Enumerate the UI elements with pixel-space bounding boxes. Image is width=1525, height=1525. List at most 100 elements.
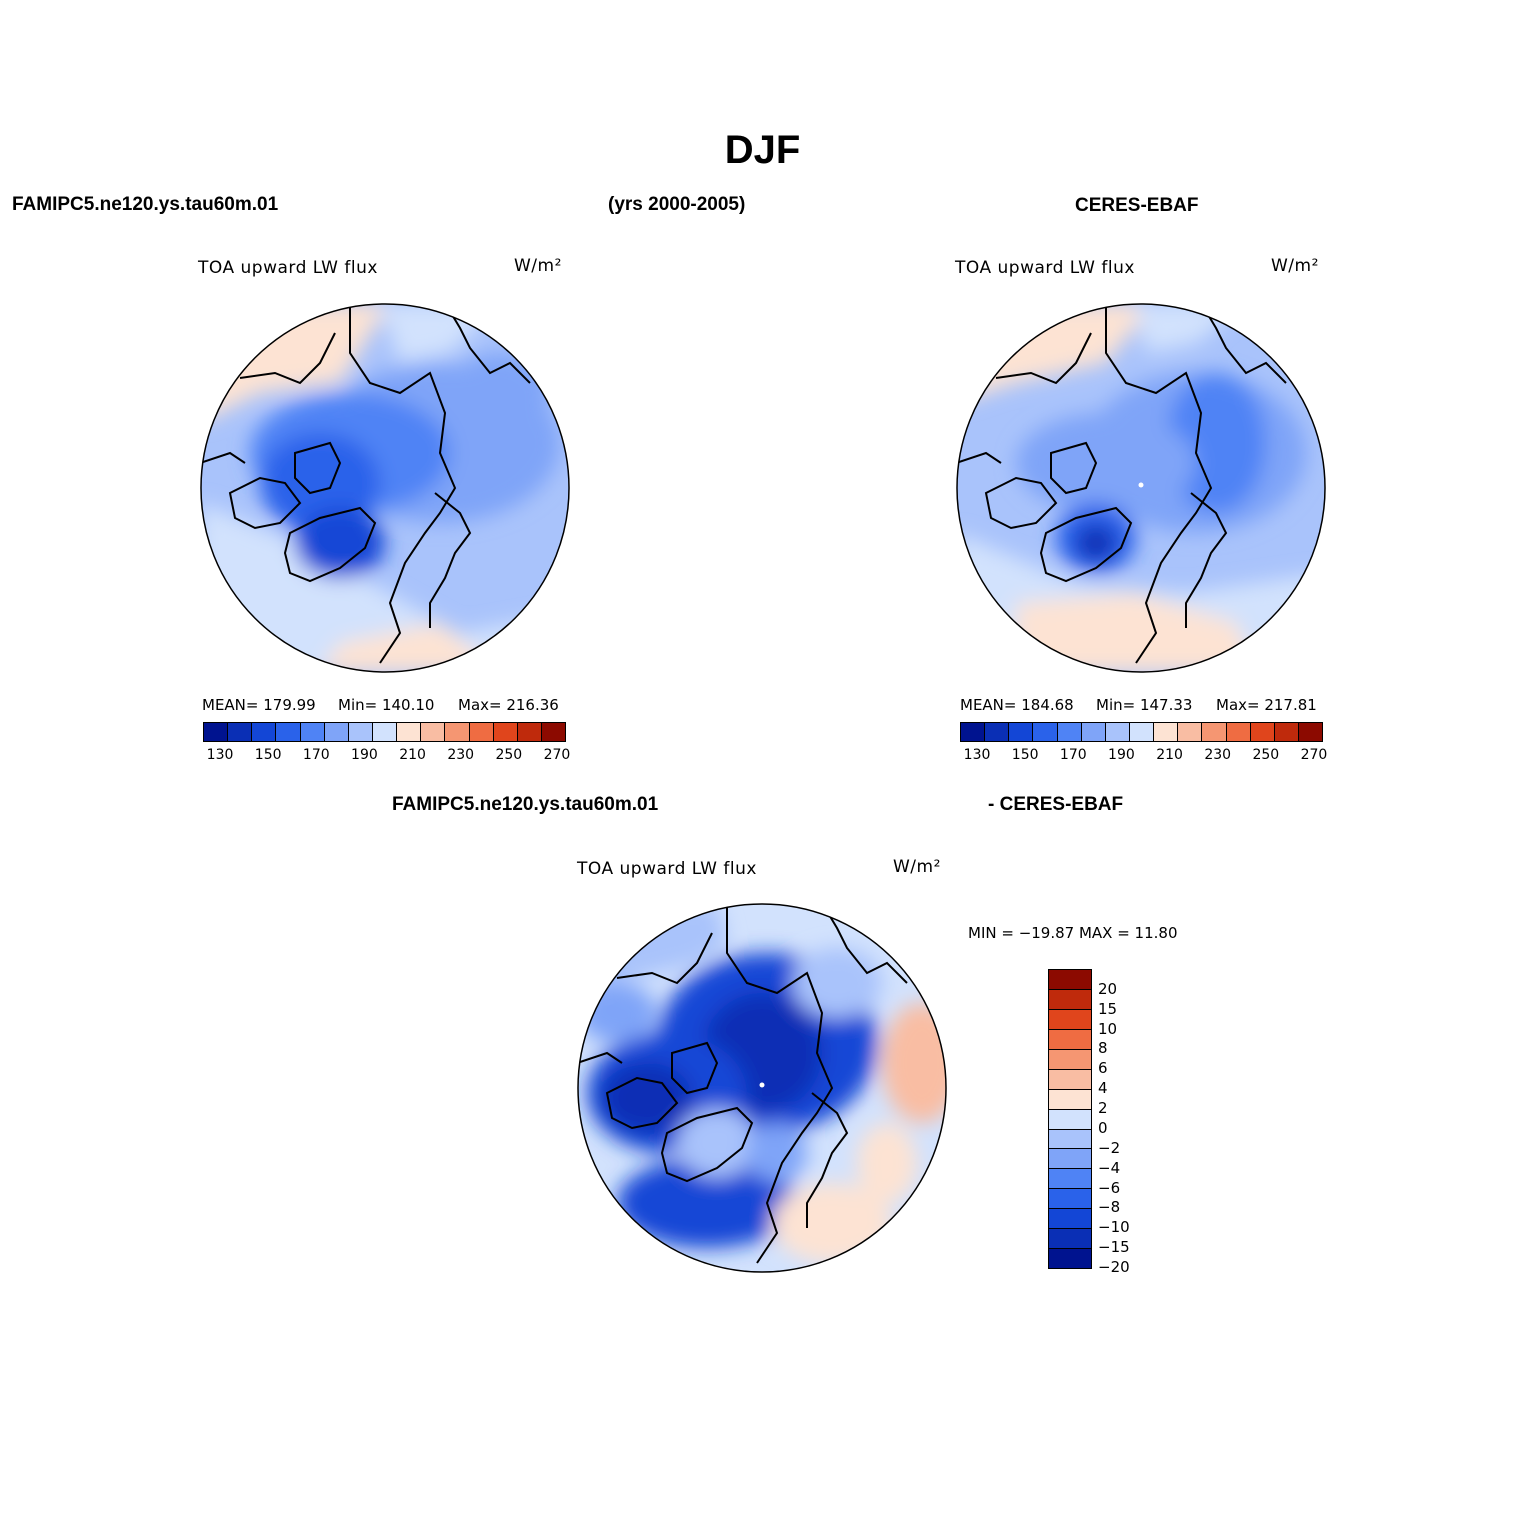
colorbar-swatch	[1081, 723, 1106, 741]
diff-variable: TOA upward LW flux	[577, 859, 757, 879]
diff-units: W/m²	[893, 857, 941, 877]
colorbar-tick-label: −10	[1098, 1218, 1130, 1237]
colorbar-tick-label: 0	[1098, 1118, 1108, 1137]
colorbar-tick-label: 230	[1204, 747, 1232, 763]
colorbar-swatch	[517, 723, 542, 741]
colorbar-tick-label: 270	[543, 747, 571, 763]
diff-coastlines	[578, 904, 908, 1264]
colorbar-swatch	[1049, 1249, 1091, 1269]
colorbar-swatch	[469, 723, 494, 741]
colorbar-swatch	[348, 723, 373, 741]
colorbar-swatch	[1057, 723, 1082, 741]
colorbar-swatch	[228, 723, 253, 741]
colorbar-tick-label: 230	[447, 747, 475, 763]
colorbar-tick-label: 190	[1108, 747, 1135, 763]
colorbar-tick-label: 170	[302, 747, 330, 763]
panel1-polar-map	[200, 303, 570, 673]
colorbar-tick-label: 8	[1098, 1039, 1108, 1058]
diff-minmax: MIN = −19.87 MAX = 11.80	[968, 924, 1178, 942]
colorbar-tick-label: 210	[1156, 747, 1183, 763]
panel2-polar-map	[956, 303, 1326, 673]
colorbar-swatch	[1049, 989, 1091, 1010]
colorbar-tick-label: 20	[1098, 979, 1118, 998]
panel2-colorbar	[960, 722, 1323, 742]
panel2-units: W/m²	[1271, 256, 1319, 276]
colorbar-swatch	[252, 723, 277, 741]
colorbar-swatch	[1033, 723, 1058, 741]
colorbar-tick-label: −8	[1098, 1198, 1121, 1217]
colorbar-swatch	[421, 723, 446, 741]
panel1-min: Min= 140.10	[338, 696, 435, 714]
diff-right-label: - CERES-EBAF	[988, 794, 1124, 815]
colorbar-swatch	[1049, 1129, 1091, 1150]
colorbar-tick-label: −4	[1098, 1158, 1121, 1177]
colorbar-swatch	[204, 723, 229, 741]
panel1-units: W/m²	[514, 256, 562, 276]
colorbar-swatch	[1202, 723, 1227, 741]
colorbar-tick-label: 4	[1098, 1079, 1108, 1098]
colorbar-tick-label: 15	[1098, 999, 1118, 1018]
colorbar-swatch	[1049, 1209, 1091, 1230]
colorbar-tick-label: 190	[351, 747, 378, 763]
colorbar-tick-label: −15	[1098, 1238, 1130, 1257]
colorbar-tick-label: 10	[1098, 1019, 1118, 1038]
colorbar-tick-label: 250	[1252, 747, 1280, 763]
colorbar-swatch	[1049, 1109, 1091, 1130]
colorbar-tick-label: 150	[254, 747, 282, 763]
colorbar-swatch	[1298, 723, 1323, 741]
panel2-min: Min= 147.33	[1096, 696, 1193, 714]
panel1-variable: TOA upward LW flux	[198, 258, 378, 278]
colorbar-swatch	[276, 723, 301, 741]
panel1-max: Max= 216.36	[458, 696, 559, 714]
diff-colorbar	[1048, 969, 1092, 1269]
colorbar-swatch	[1049, 1189, 1091, 1210]
colorbar-tick-label: 170	[1059, 747, 1087, 763]
obs-case-label: CERES-EBAF	[1075, 195, 1199, 216]
colorbar-swatch	[1049, 1089, 1091, 1110]
colorbar-tick-label: 6	[1098, 1059, 1108, 1078]
colorbar-swatch	[397, 723, 422, 741]
model-case-label: FAMIPC5.ne120.ys.tau60m.01	[12, 194, 279, 215]
colorbar-swatch	[1178, 723, 1203, 741]
panel1-colorbar	[203, 722, 566, 742]
years-label: (yrs 2000-2005)	[608, 194, 746, 215]
panel2-max: Max= 217.81	[1216, 696, 1317, 714]
colorbar-tick-label: −20	[1098, 1258, 1130, 1276]
colorbar-tick-label: 150	[1011, 747, 1039, 763]
colorbar-swatch	[1129, 723, 1155, 741]
colorbar-swatch	[324, 723, 349, 741]
diff-polar-map	[577, 903, 947, 1273]
panel1-mean: MEAN= 179.99	[202, 696, 316, 714]
colorbar-tick-label: −6	[1098, 1178, 1121, 1197]
colorbar-swatch	[1049, 970, 1091, 990]
colorbar-swatch	[1049, 1009, 1091, 1030]
colorbar-tick-label: 130	[206, 747, 234, 763]
figure-title: DJF	[724, 128, 801, 172]
colorbar-swatch	[1049, 1169, 1091, 1190]
colorbar-swatch	[1226, 723, 1251, 741]
colorbar-tick-label: −2	[1098, 1138, 1121, 1157]
colorbar-swatch	[541, 723, 566, 741]
colorbar-swatch	[1049, 1149, 1091, 1170]
colorbar-swatch	[493, 723, 518, 741]
colorbar-tick-label: 270	[1300, 747, 1328, 763]
colorbar-swatch	[445, 723, 470, 741]
colorbar-swatch	[1250, 723, 1275, 741]
colorbar-tick-label: 210	[399, 747, 426, 763]
panel2-mean: MEAN= 184.68	[960, 696, 1074, 714]
diff-left-label: FAMIPC5.ne120.ys.tau60m.01	[392, 794, 659, 815]
colorbar-swatch	[1049, 1069, 1091, 1090]
panel2-variable: TOA upward LW flux	[955, 258, 1135, 278]
panel2-coastlines	[957, 304, 1287, 664]
colorbar-swatch	[300, 723, 325, 741]
colorbar-swatch	[1274, 723, 1299, 741]
colorbar-tick-label: 250	[495, 747, 523, 763]
colorbar-swatch	[1049, 1229, 1091, 1250]
colorbar-swatch	[961, 723, 986, 741]
colorbar-swatch	[1009, 723, 1034, 741]
panel1-coastlines	[201, 304, 531, 664]
colorbar-swatch	[1049, 1029, 1091, 1050]
colorbar-tick-label: 130	[963, 747, 991, 763]
colorbar-swatch	[372, 723, 398, 741]
colorbar-swatch	[1154, 723, 1179, 741]
